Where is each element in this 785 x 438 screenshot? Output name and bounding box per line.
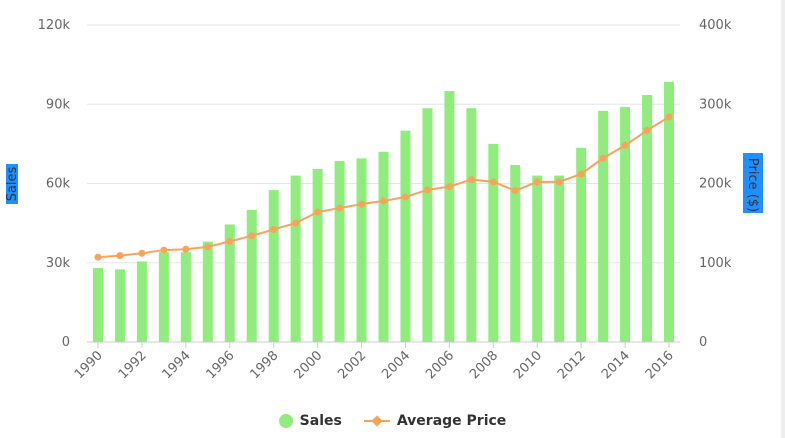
sales-bar — [554, 175, 565, 342]
legend-sales-label: Sales — [299, 413, 342, 429]
sales-bar — [620, 106, 631, 343]
price-point — [336, 204, 344, 212]
price-point — [555, 178, 563, 186]
price-point — [116, 252, 124, 260]
left-y-axis: 0 30k 60k 90k 120k — [38, 18, 71, 350]
left-axis-title-text: Sales — [5, 166, 20, 201]
x-tick-label: 1990 — [72, 348, 106, 382]
price-point — [423, 186, 431, 194]
sales-bar — [290, 175, 301, 342]
sales-bar — [422, 108, 433, 343]
sales-bar — [664, 81, 675, 342]
price-point — [160, 246, 168, 254]
x-tick-label: 1992 — [116, 348, 150, 382]
sales-bar — [136, 261, 147, 342]
sales-bar — [180, 252, 191, 342]
x-tick-label: 2002 — [335, 348, 369, 382]
x-tick-label: 2000 — [291, 348, 325, 382]
x-tick-label: 1996 — [204, 348, 238, 382]
price-point — [511, 187, 519, 195]
scrollbar[interactable] — [781, 0, 785, 438]
sales-bar — [378, 151, 389, 342]
x-axis: 1990 1992 1994 1996 1998 2000 2002 2004 2006 2008… — [72, 342, 677, 382]
price-point — [314, 208, 322, 216]
sales-bar — [312, 168, 323, 342]
price-line — [94, 113, 673, 261]
x-tick-label: 2012 — [555, 348, 589, 382]
legend-sales-marker — [278, 414, 293, 428]
legend-price-label: Average Price — [396, 413, 507, 429]
sales-bar — [576, 147, 587, 342]
sales-bar — [92, 268, 103, 342]
left-y-tick-label: 60k — [46, 177, 71, 192]
price-point — [489, 178, 497, 186]
left-y-tick-label: 120k — [38, 18, 71, 33]
sales-bar — [334, 161, 345, 342]
price-point — [94, 253, 102, 261]
price-point — [621, 141, 629, 149]
price-point — [248, 232, 256, 240]
right-axis-title-text: Price ($) — [745, 158, 760, 212]
x-tick-label: 2010 — [511, 348, 545, 382]
right-y-tick-label: 0 — [699, 335, 707, 350]
price-point — [599, 154, 607, 162]
price-point — [358, 200, 366, 208]
sales-bar — [400, 130, 411, 342]
price-point — [204, 243, 212, 251]
sales-bar — [224, 224, 235, 342]
legend-price-marker — [363, 414, 390, 428]
sales-bar — [488, 143, 499, 342]
price-point — [270, 225, 278, 233]
left-axis-title: Sales — [5, 164, 20, 204]
left-y-tick-label: 90k — [46, 97, 71, 112]
price-point — [445, 183, 453, 191]
price-point — [292, 219, 300, 227]
price-point — [401, 193, 409, 201]
price-point — [182, 245, 190, 253]
right-y-axis: 0 100k 200k 300k 400k — [699, 18, 732, 350]
x-tick-label: 1998 — [248, 348, 282, 382]
legend: Sales Average Price — [0, 409, 785, 433]
x-tick-label: 2004 — [379, 348, 413, 382]
price-point — [533, 178, 541, 186]
left-axis-title-bg — [6, 164, 18, 204]
sales-bar — [466, 108, 477, 343]
right-y-tick-label: 400k — [699, 18, 732, 33]
sales-bar — [444, 91, 455, 343]
sales-bars — [92, 81, 675, 343]
sales-bar — [532, 175, 543, 342]
left-y-tick-label: 0 — [62, 335, 70, 350]
price-point — [380, 197, 387, 205]
sales-bar — [202, 241, 213, 342]
sales-bar — [114, 269, 125, 342]
left-y-tick-label: 30k — [46, 256, 71, 271]
right-y-tick-label: 300k — [699, 97, 732, 112]
x-tick-label: 2014 — [599, 348, 633, 382]
sales-bar — [158, 252, 169, 342]
price-point — [138, 249, 146, 257]
price-point — [643, 126, 651, 134]
x-tick-label: 2008 — [467, 348, 501, 382]
sales-bar — [642, 95, 653, 342]
legend-item-sales[interactable]: Sales — [278, 413, 342, 429]
x-tick-label: 2006 — [423, 348, 457, 382]
price-point — [577, 170, 585, 178]
legend-item-average-price[interactable]: Average Price — [363, 413, 507, 429]
sales-bar — [268, 190, 279, 342]
x-tick-label: 2016 — [643, 348, 677, 382]
price-point — [467, 176, 475, 184]
right-axis-title: Price ($) — [743, 153, 763, 213]
sales-bar — [510, 165, 521, 342]
right-axis-title-bg — [743, 153, 763, 213]
sales-bar — [598, 110, 609, 343]
right-y-tick-label: 200k — [699, 177, 732, 192]
sales-bar — [246, 209, 257, 342]
sales-bar — [356, 158, 367, 342]
price-point — [665, 113, 673, 121]
price-point — [226, 237, 234, 245]
right-y-tick-label: 100k — [699, 256, 732, 271]
x-tick-label: 1994 — [160, 348, 194, 382]
